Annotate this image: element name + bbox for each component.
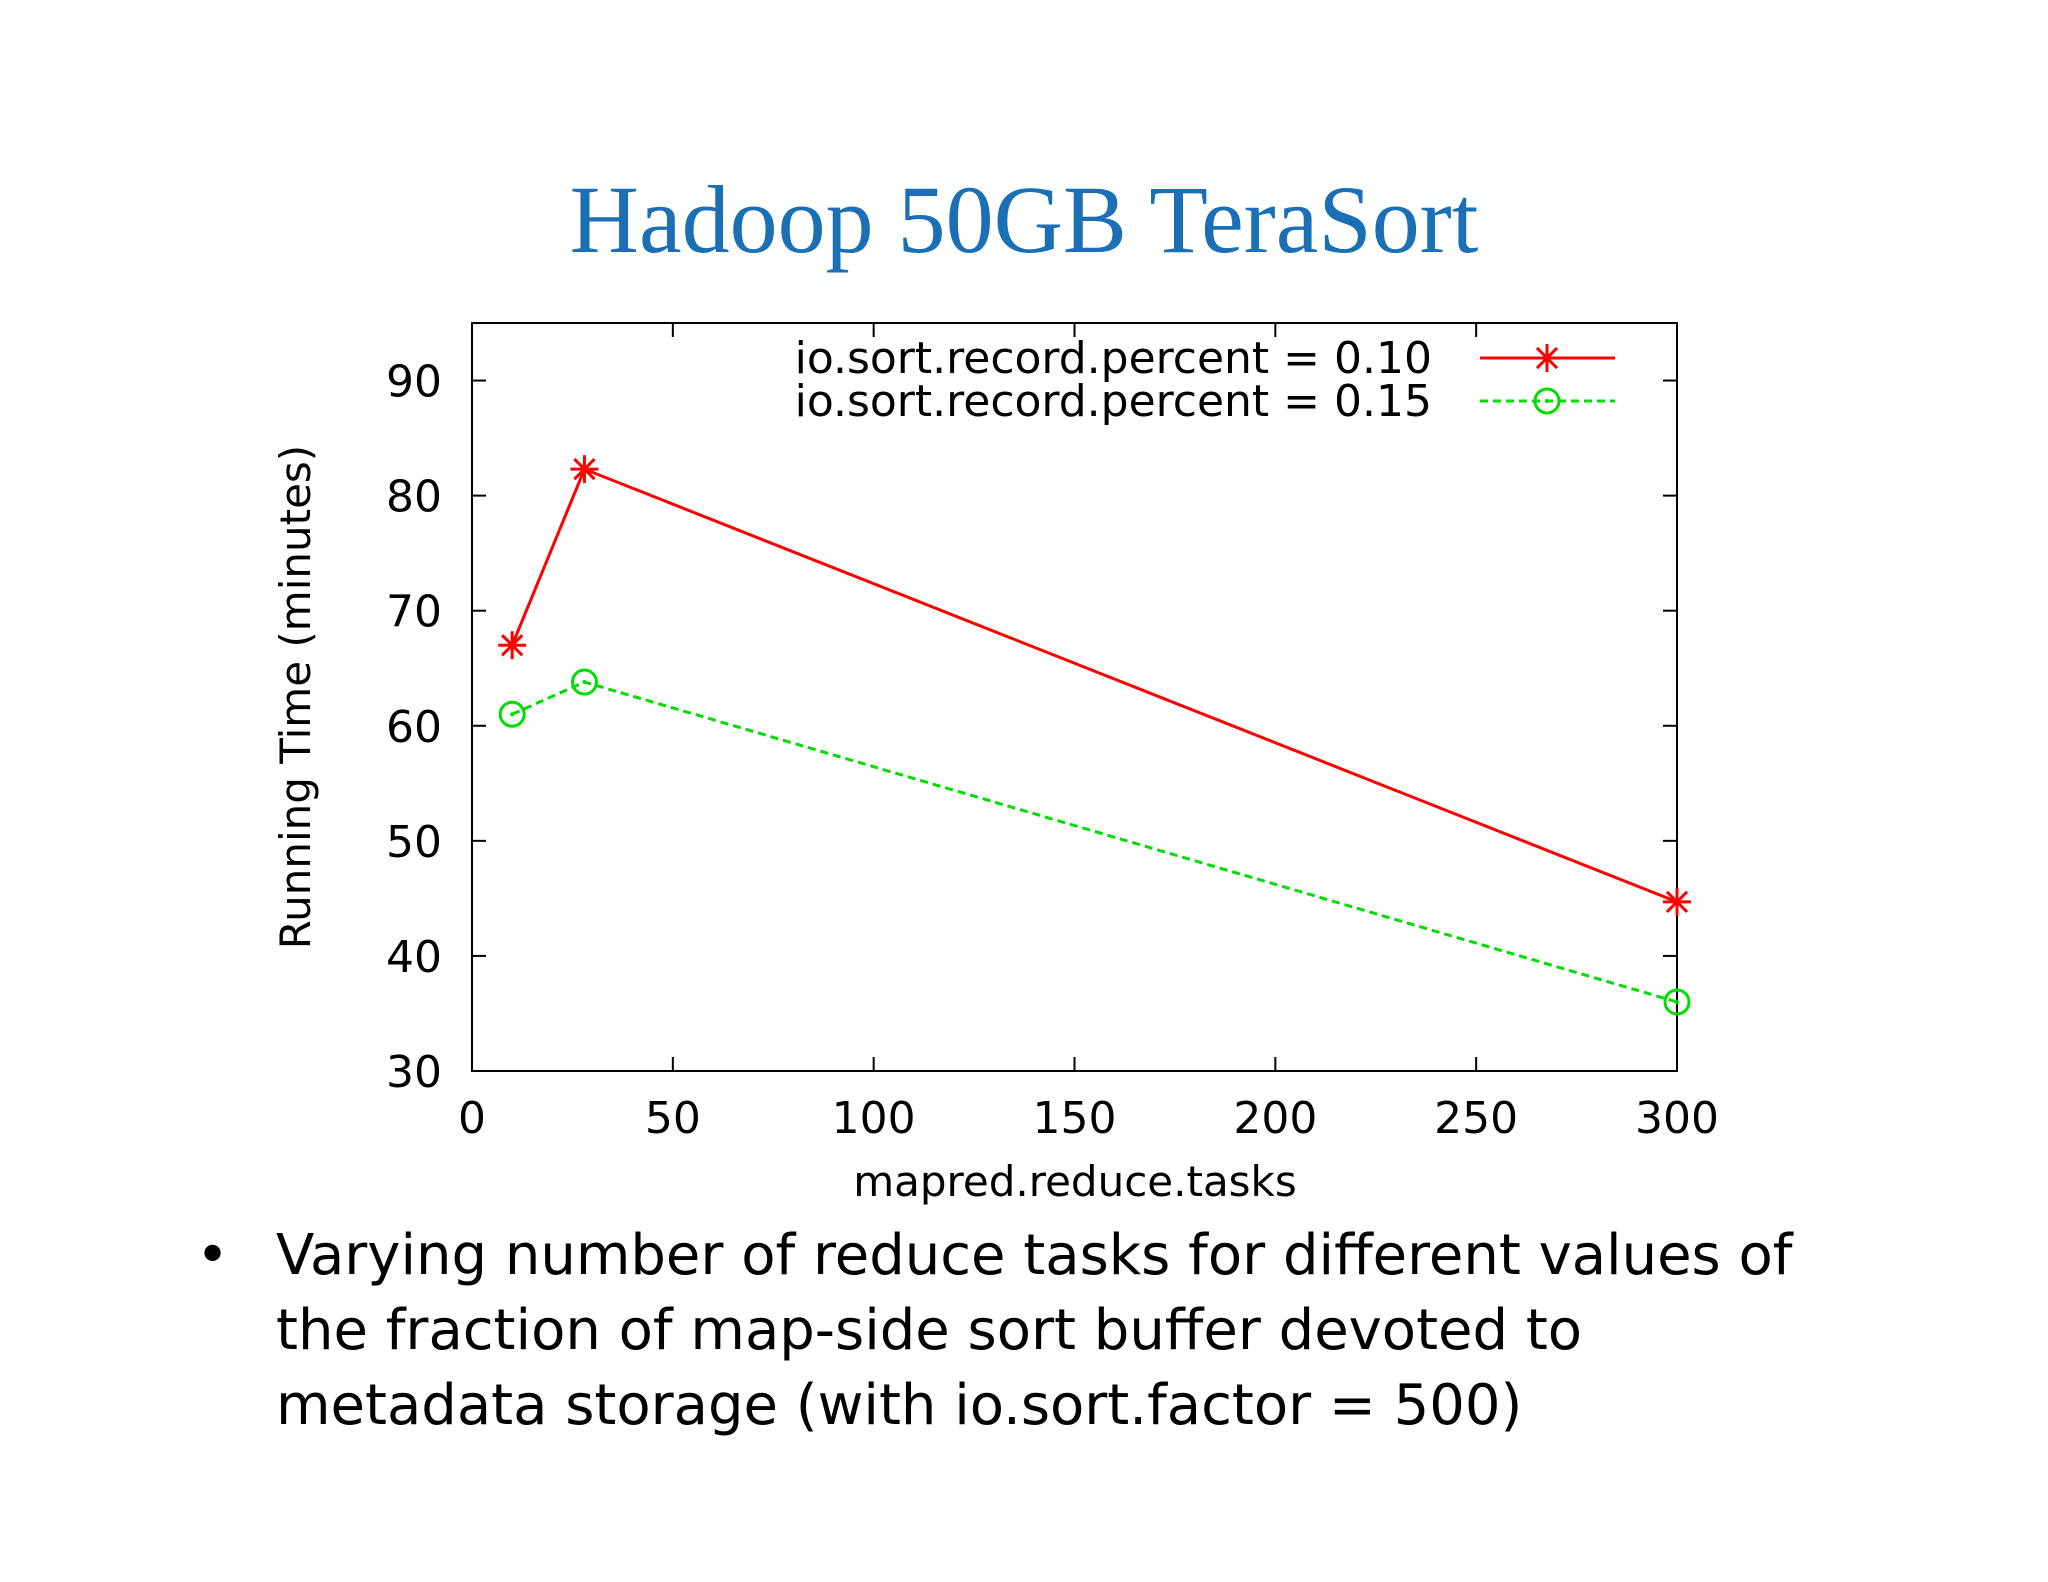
- series-1-point: [1663, 887, 1691, 916]
- series-layer: [498, 455, 1691, 1016]
- legend-marker: [1533, 387, 1561, 415]
- series-2-point: [570, 668, 598, 696]
- x-tick-label: 150: [1033, 1093, 1117, 1144]
- x-tick-label: 100: [832, 1093, 916, 1144]
- series-line-1: [510, 467, 1678, 904]
- x-tick-label: 300: [1635, 1093, 1719, 1144]
- series-1-point: [498, 631, 527, 660]
- y-tick-label: 70: [386, 587, 442, 638]
- y-tick-label: 80: [386, 472, 442, 523]
- y-tick-label: 50: [386, 817, 442, 868]
- series-2-point: [1663, 988, 1691, 1016]
- y-tick-label: 90: [386, 357, 442, 408]
- series-line-2: [511, 680, 1678, 1004]
- y-axis-title: Running Time (minutes): [271, 445, 320, 949]
- legend-label: io.sort.record.percent = 0.10: [795, 333, 1432, 384]
- x-tick-label: 0: [458, 1093, 486, 1144]
- x-axis-title: mapred.reduce.tasks: [853, 1157, 1297, 1206]
- y-tick-label: 40: [386, 932, 442, 983]
- legend: io.sort.record.percent = 0.10io.sort.rec…: [795, 333, 1615, 427]
- legend-label: io.sort.record.percent = 0.15: [795, 376, 1432, 427]
- x-tick-label: 200: [1233, 1093, 1317, 1144]
- plot-area-frame: [471, 322, 1678, 1072]
- axis-ticks: 0 50 100 150 200 250 300 30 40 50 60 70 80 90: [386, 323, 1719, 1144]
- y-tick-label: 60: [386, 702, 442, 753]
- series-2-point: [498, 700, 526, 728]
- bullet-marker: •: [196, 1223, 230, 1288]
- x-tick-label: 250: [1434, 1093, 1518, 1144]
- slide-title: Hadoop 50GB TeraSort: [569, 166, 1479, 273]
- series-1-point: [570, 455, 599, 484]
- x-tick-label: 50: [645, 1093, 701, 1144]
- legend-marker: [1533, 344, 1561, 372]
- bullet-text: Varying number of reduce tasks for diffe…: [276, 1223, 1793, 1438]
- y-tick-label: 30: [386, 1047, 442, 1098]
